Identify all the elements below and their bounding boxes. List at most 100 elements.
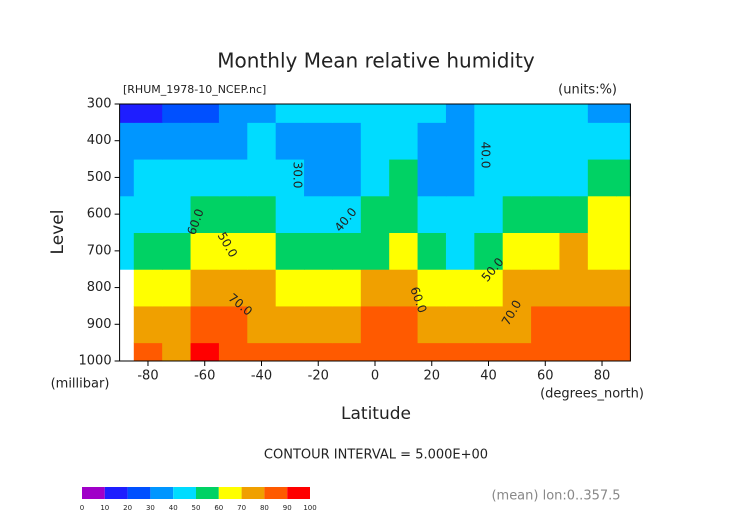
cell bbox=[559, 195, 589, 233]
cell bbox=[218, 269, 248, 307]
cell bbox=[587, 195, 617, 233]
cell bbox=[332, 342, 362, 362]
colorbar-swatch bbox=[150, 487, 174, 499]
cell bbox=[616, 104, 631, 123]
cell bbox=[275, 232, 305, 270]
cell bbox=[162, 342, 192, 362]
cell bbox=[417, 104, 447, 123]
cell bbox=[616, 305, 631, 344]
cell bbox=[190, 195, 220, 233]
cell bbox=[332, 305, 362, 344]
cell bbox=[133, 305, 163, 344]
cell bbox=[587, 305, 617, 344]
cell bbox=[474, 232, 504, 270]
cell bbox=[559, 342, 589, 362]
cell bbox=[218, 305, 248, 344]
cell bbox=[445, 269, 475, 307]
cell bbox=[360, 122, 390, 160]
cell bbox=[474, 342, 504, 362]
cell bbox=[445, 104, 475, 123]
cell bbox=[360, 159, 390, 197]
y-tick-label: 900 bbox=[87, 317, 112, 332]
cell bbox=[417, 195, 447, 233]
x-tick-label: -40 bbox=[251, 369, 272, 384]
cell bbox=[445, 122, 475, 160]
cell bbox=[389, 122, 419, 160]
cell bbox=[133, 342, 163, 362]
colorbar-label: 0 bbox=[80, 504, 84, 512]
y-tick-label: 700 bbox=[87, 243, 112, 258]
colorbar-label: 60 bbox=[214, 504, 223, 512]
cell bbox=[332, 195, 362, 233]
cell bbox=[417, 122, 447, 160]
cell bbox=[119, 104, 135, 123]
colorbar-label: 50 bbox=[192, 504, 201, 512]
cell bbox=[502, 122, 532, 160]
cell bbox=[502, 269, 532, 307]
cell bbox=[133, 232, 163, 270]
cell bbox=[304, 104, 333, 123]
colorbar-label: 100 bbox=[303, 504, 316, 512]
cell bbox=[162, 159, 192, 197]
cell bbox=[133, 122, 163, 160]
cell bbox=[389, 305, 419, 344]
cell bbox=[445, 195, 475, 233]
colorbar-label: 20 bbox=[123, 504, 132, 512]
cell bbox=[275, 159, 305, 197]
cell bbox=[332, 232, 362, 270]
cell bbox=[119, 195, 135, 233]
subtitle: [RHUM_1978-10_NCEP.nc] bbox=[123, 83, 266, 96]
cell bbox=[360, 269, 390, 307]
cell bbox=[417, 342, 447, 362]
cell bbox=[190, 232, 220, 270]
cell bbox=[304, 232, 333, 270]
cell bbox=[247, 122, 277, 160]
cell bbox=[531, 232, 560, 270]
cell bbox=[389, 104, 419, 123]
cell bbox=[531, 159, 560, 197]
cell bbox=[218, 159, 248, 197]
cell bbox=[616, 195, 631, 233]
cell bbox=[559, 122, 589, 160]
cell bbox=[190, 159, 220, 197]
cell bbox=[445, 342, 475, 362]
cell bbox=[389, 342, 419, 362]
cell bbox=[304, 342, 333, 362]
cell bbox=[502, 232, 532, 270]
cell bbox=[360, 232, 390, 270]
cell bbox=[616, 342, 631, 362]
cell bbox=[445, 305, 475, 344]
colorbar-label: 90 bbox=[283, 504, 292, 512]
x-tick-label: 40 bbox=[480, 369, 497, 384]
cell bbox=[445, 232, 475, 270]
cell bbox=[247, 104, 277, 123]
contour-interval: CONTOUR INTERVAL = 5.000E+00 bbox=[264, 448, 488, 463]
cell bbox=[304, 269, 333, 307]
cell bbox=[502, 342, 532, 362]
cell bbox=[304, 305, 333, 344]
colorbar-swatch bbox=[287, 487, 310, 499]
contour-label: 40.0 bbox=[479, 142, 493, 169]
cell bbox=[218, 195, 248, 233]
y-tick-label: 400 bbox=[87, 133, 112, 148]
cell bbox=[360, 104, 390, 123]
cell bbox=[190, 269, 220, 307]
cell bbox=[119, 122, 135, 160]
cell bbox=[360, 342, 390, 362]
cell bbox=[587, 122, 617, 160]
cell bbox=[218, 104, 248, 123]
cell bbox=[247, 269, 277, 307]
y-tick-label: 800 bbox=[87, 280, 112, 295]
cell bbox=[531, 305, 560, 344]
cell bbox=[133, 159, 163, 197]
cell bbox=[304, 195, 333, 233]
cell bbox=[616, 269, 631, 307]
y-tick-label: 600 bbox=[87, 207, 112, 222]
cell bbox=[360, 305, 390, 344]
cell bbox=[133, 269, 163, 307]
cell bbox=[616, 232, 631, 270]
cell bbox=[474, 195, 504, 233]
colorbar-swatch bbox=[173, 487, 196, 499]
cell bbox=[474, 104, 504, 123]
